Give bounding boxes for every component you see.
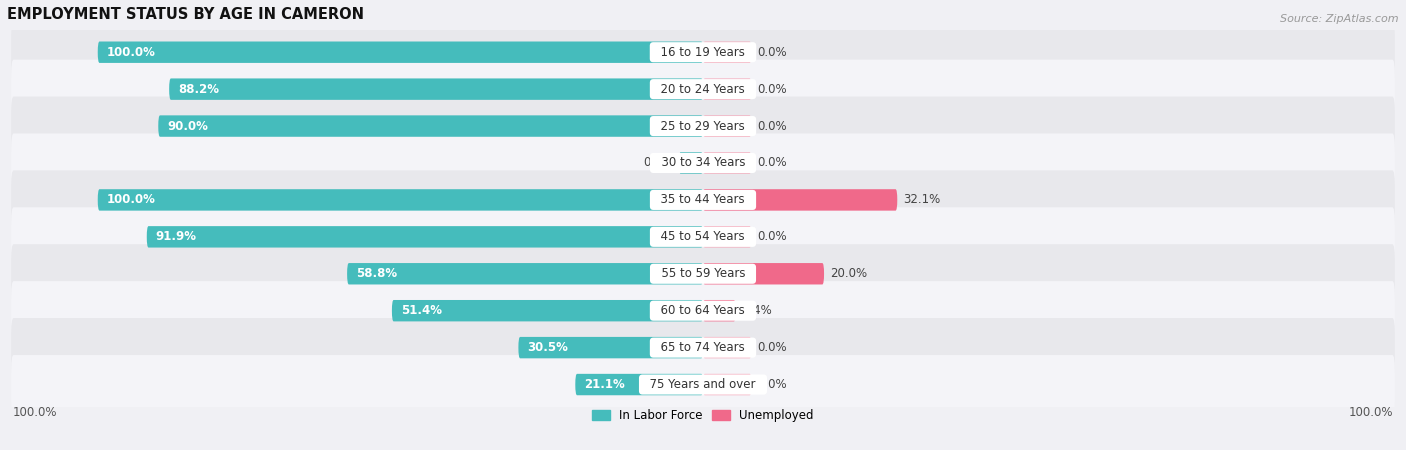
FancyBboxPatch shape	[11, 134, 1395, 193]
Text: 21.1%: 21.1%	[585, 378, 626, 391]
FancyBboxPatch shape	[98, 41, 703, 63]
FancyBboxPatch shape	[11, 59, 1395, 119]
Text: 0.0%: 0.0%	[758, 230, 787, 243]
FancyBboxPatch shape	[679, 152, 703, 174]
FancyBboxPatch shape	[11, 355, 1395, 414]
Text: 60 to 64 Years: 60 to 64 Years	[654, 304, 752, 317]
Text: 51.4%: 51.4%	[401, 304, 441, 317]
FancyBboxPatch shape	[703, 41, 751, 63]
Text: 90.0%: 90.0%	[167, 120, 208, 133]
Text: 0.0%: 0.0%	[758, 157, 787, 170]
Text: 0.0%: 0.0%	[758, 83, 787, 96]
Text: 30 to 34 Years: 30 to 34 Years	[654, 157, 752, 170]
FancyBboxPatch shape	[703, 337, 751, 358]
FancyBboxPatch shape	[159, 115, 703, 137]
FancyBboxPatch shape	[11, 96, 1395, 156]
FancyBboxPatch shape	[703, 226, 751, 248]
FancyBboxPatch shape	[703, 300, 735, 321]
Text: 55 to 59 Years: 55 to 59 Years	[654, 267, 752, 280]
Text: 30.5%: 30.5%	[527, 341, 568, 354]
Text: 65 to 74 Years: 65 to 74 Years	[654, 341, 752, 354]
Text: 100.0%: 100.0%	[107, 194, 156, 207]
FancyBboxPatch shape	[703, 189, 897, 211]
Text: 100.0%: 100.0%	[13, 406, 58, 419]
Text: 45 to 54 Years: 45 to 54 Years	[654, 230, 752, 243]
FancyBboxPatch shape	[703, 78, 751, 100]
Text: 20 to 24 Years: 20 to 24 Years	[654, 83, 752, 96]
FancyBboxPatch shape	[11, 207, 1395, 266]
Text: 0.0%: 0.0%	[758, 341, 787, 354]
FancyBboxPatch shape	[703, 152, 751, 174]
FancyBboxPatch shape	[703, 263, 824, 284]
Text: 5.4%: 5.4%	[742, 304, 772, 317]
FancyBboxPatch shape	[11, 281, 1395, 340]
FancyBboxPatch shape	[575, 374, 703, 395]
FancyBboxPatch shape	[11, 22, 1395, 82]
Text: 58.8%: 58.8%	[356, 267, 398, 280]
FancyBboxPatch shape	[11, 244, 1395, 303]
Text: 0.0%: 0.0%	[758, 46, 787, 58]
Text: 91.9%: 91.9%	[156, 230, 197, 243]
FancyBboxPatch shape	[11, 318, 1395, 377]
Text: 0.0%: 0.0%	[758, 120, 787, 133]
FancyBboxPatch shape	[11, 171, 1395, 230]
Legend: In Labor Force, Unemployed: In Labor Force, Unemployed	[588, 405, 818, 427]
FancyBboxPatch shape	[519, 337, 703, 358]
Text: 25 to 29 Years: 25 to 29 Years	[654, 120, 752, 133]
Text: 0.0%: 0.0%	[758, 378, 787, 391]
Text: 100.0%: 100.0%	[1348, 406, 1393, 419]
FancyBboxPatch shape	[392, 300, 703, 321]
FancyBboxPatch shape	[169, 78, 703, 100]
Text: 0.0%: 0.0%	[643, 157, 672, 170]
Text: 16 to 19 Years: 16 to 19 Years	[654, 46, 752, 58]
FancyBboxPatch shape	[98, 189, 703, 211]
Text: 75 Years and over: 75 Years and over	[643, 378, 763, 391]
Text: Source: ZipAtlas.com: Source: ZipAtlas.com	[1281, 14, 1399, 23]
Text: 88.2%: 88.2%	[179, 83, 219, 96]
Text: 32.1%: 32.1%	[903, 194, 941, 207]
FancyBboxPatch shape	[703, 374, 751, 395]
Text: 35 to 44 Years: 35 to 44 Years	[654, 194, 752, 207]
FancyBboxPatch shape	[347, 263, 703, 284]
FancyBboxPatch shape	[703, 115, 751, 137]
Text: 100.0%: 100.0%	[107, 46, 156, 58]
Text: EMPLOYMENT STATUS BY AGE IN CAMERON: EMPLOYMENT STATUS BY AGE IN CAMERON	[7, 7, 364, 22]
FancyBboxPatch shape	[146, 226, 703, 248]
Text: 20.0%: 20.0%	[830, 267, 868, 280]
